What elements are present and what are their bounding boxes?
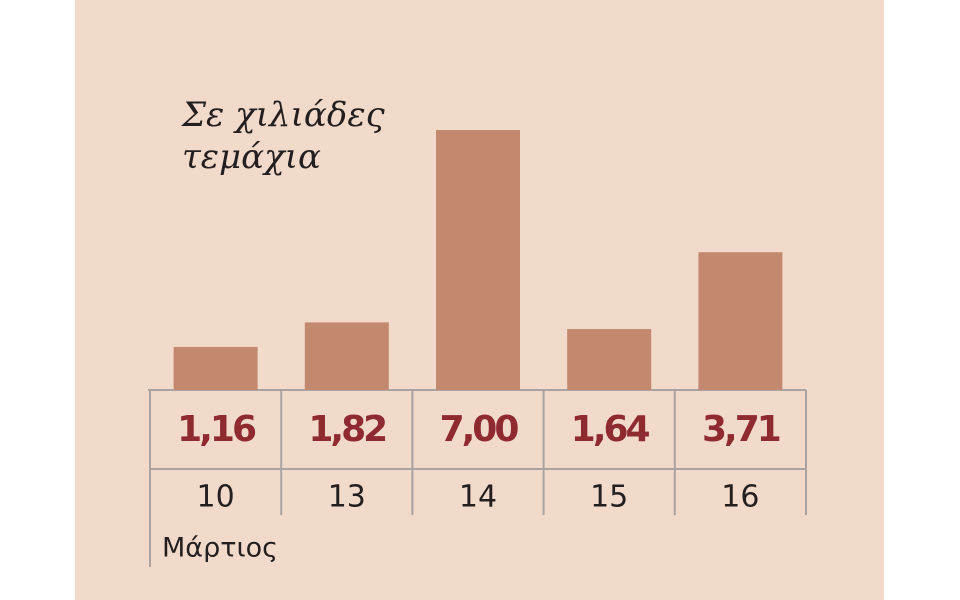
x-tick-label: 13 [328, 480, 366, 515]
x-tick-label: 15 [590, 480, 628, 515]
value-label: 1,82 [308, 409, 385, 450]
x-tick-label: 16 [721, 480, 759, 515]
x-tick-label: 14 [459, 480, 497, 515]
value-label: 7,00 [440, 409, 519, 450]
bar [436, 130, 520, 390]
value-label: 3,71 [702, 409, 780, 450]
x-tick-label: 10 [197, 480, 235, 515]
x-axis-label: Μάρτιος [162, 533, 278, 564]
bar [698, 252, 783, 390]
chart-title: Σε χιλιάδες τεμάχια [182, 95, 385, 177]
value-label: 1,64 [571, 409, 650, 450]
bar [173, 346, 258, 390]
bar [304, 322, 389, 390]
value-label: 1,16 [177, 409, 256, 450]
bar [567, 329, 652, 390]
